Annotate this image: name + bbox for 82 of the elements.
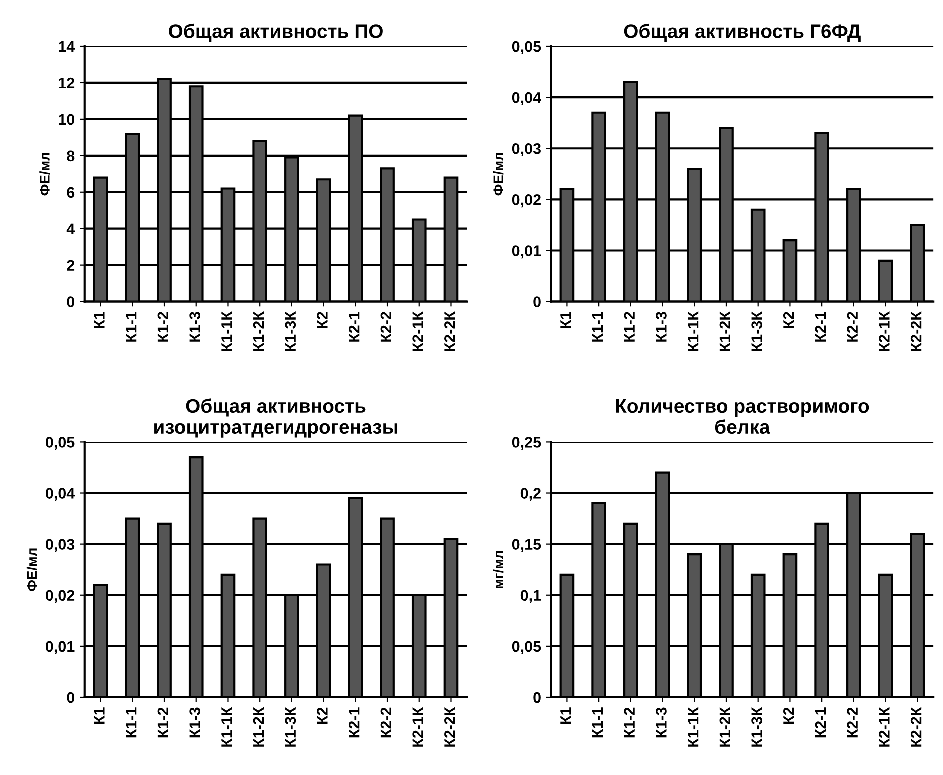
y-axis-title: ФЕ/мл: [26, 548, 38, 592]
y-tick-label: 0: [67, 296, 75, 308]
x-tick-label: К2-1: [348, 312, 360, 342]
chart-title: Общая активность Г6ФД: [624, 24, 861, 42]
x-tick-label: К2-2К: [444, 311, 456, 352]
x-tick-label: К1: [560, 312, 572, 328]
y-tick-label: 2: [67, 260, 75, 271]
x-tick-label: К2: [317, 708, 328, 724]
x-tick-label: К1-1К: [688, 707, 699, 747]
y-tick-label: 12: [59, 78, 75, 89]
x-tick-label: К2-1К: [412, 311, 424, 352]
y-tick-label: 8: [67, 150, 75, 162]
x-tick-label: К2-1К: [879, 707, 890, 747]
x-tick-label: К1-2: [158, 312, 168, 342]
x-tick-label: К1-1К: [222, 707, 232, 747]
y-tick-label: 0,01: [512, 246, 542, 259]
x-tick-label: К1-2: [624, 708, 635, 738]
y-tick-label: 10: [59, 114, 75, 126]
x-tick-label: К1: [94, 708, 105, 724]
x-tick-label: К1-2К: [720, 311, 730, 352]
x-tick-label: К2-1: [815, 708, 826, 738]
x-tick-label: К2-2: [380, 312, 392, 342]
x-tick-label: К2-2К: [910, 311, 922, 352]
y-tick-label: 6: [67, 187, 75, 198]
chart-title: Общая активность ПО: [169, 24, 383, 42]
x-tick-label: К2-2К: [910, 707, 922, 747]
x-tick-label: К1-1: [126, 708, 137, 738]
x-tick-label: К2-2: [847, 312, 858, 342]
x-tick-label: К2-1К: [879, 311, 890, 352]
x-tick-label: К1-1: [126, 312, 137, 342]
y-axis-title: ФЕ/мл: [493, 153, 504, 196]
x-tick-label: К1-2: [158, 708, 168, 738]
x-tick-label: К1-3К: [752, 311, 762, 352]
x-tick-label: К1-3: [190, 312, 200, 342]
y-tick-label: 4: [66, 224, 76, 234]
x-tick-label: К1-3: [656, 708, 667, 738]
x-tick-label: К1-3К: [752, 707, 762, 747]
y-tick-label: 0,02: [512, 194, 541, 208]
x-tick-label: К1-1К: [688, 311, 699, 352]
x-tick-label: К1-3: [656, 312, 667, 342]
x-tick-label: К1-3К: [285, 707, 296, 747]
y-tick-label: 0,05: [512, 41, 542, 54]
x-tick-label: К1-2К: [253, 311, 264, 352]
y-tick-label: 0,15: [512, 539, 542, 552]
y-tick-label: 0,04: [46, 488, 76, 502]
y-tick-label: 0,2: [520, 488, 541, 502]
x-tick-label: К1-3: [190, 708, 200, 738]
x-tick-label: К1-2К: [253, 707, 264, 747]
x-tick-label: К2-2К: [444, 707, 456, 747]
y-tick-label: 0,03: [46, 539, 75, 552]
y-tick-label: 0,03: [512, 143, 541, 157]
x-tick-label: К2-2: [380, 708, 392, 738]
x-tick-label: К2: [317, 312, 328, 328]
x-tick-label: К1-1К: [222, 311, 232, 352]
y-tick-label: 0,05: [512, 641, 542, 654]
x-tick-label: К2: [783, 708, 794, 724]
chart-title: Общая активность изоцитратдегидрогеназы: [154, 398, 398, 438]
y-tick-label: 0,04: [512, 92, 542, 106]
y-tick-label: 0: [534, 296, 541, 308]
chart-title: Количество растворимого белка: [616, 400, 870, 434]
x-tick-label: К2-1К: [412, 707, 424, 747]
y-tick-label: 0,02: [46, 590, 75, 604]
x-tick-label: К1-1: [592, 312, 604, 342]
x-tick-label: К2-2: [847, 708, 858, 738]
y-tick-label: 0,1: [520, 590, 542, 604]
y-axis-title: ФЕ/мл: [40, 153, 50, 196]
y-axis-title: мг/мл: [493, 551, 504, 588]
x-tick-label: К1-2: [624, 312, 635, 342]
x-tick-label: К1: [560, 708, 572, 724]
x-tick-label: К1: [94, 312, 105, 328]
x-tick-label: К1-2К: [720, 707, 730, 747]
y-tick-label: 0: [67, 692, 75, 704]
y-tick-label: 0,01: [46, 641, 75, 654]
x-tick-label: К1-1: [592, 708, 604, 738]
x-tick-label: К1-3К: [285, 311, 296, 352]
x-tick-label: К2-1: [348, 708, 360, 738]
x-tick-label: К2-1: [815, 312, 826, 342]
y-tick-label: 0,05: [46, 437, 75, 450]
y-tick-label: 0: [534, 692, 541, 704]
y-tick-label: 0,25: [512, 437, 542, 450]
x-tick-label: К2: [783, 312, 794, 328]
y-tick-label: 14: [59, 42, 76, 52]
